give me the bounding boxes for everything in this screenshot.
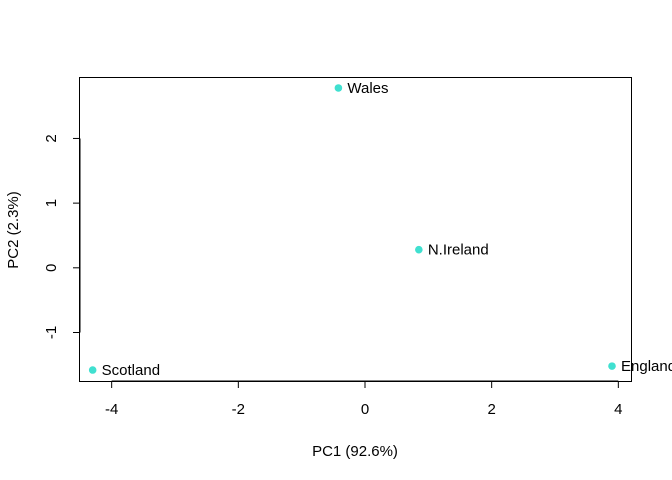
data-point xyxy=(334,84,343,92)
point-label: N.Ireland xyxy=(428,242,489,259)
x-axis: -4 -2 0 2 4 xyxy=(105,380,623,418)
point-labels: Wales N.Ireland Scotland England xyxy=(102,80,672,379)
y-axis-label: PC2 (2.3%) xyxy=(5,191,22,269)
data-point xyxy=(415,245,423,254)
x-tick-label: 0 xyxy=(361,401,369,418)
y-tick-label: 0 xyxy=(43,264,60,272)
x-tick-label: -2 xyxy=(232,401,245,418)
point-label: Scotland xyxy=(102,362,160,379)
y-axis: -1 0 1 2 xyxy=(43,134,81,339)
x-tick-label: 4 xyxy=(614,401,622,418)
data-points xyxy=(88,84,616,374)
y-tick-label: -1 xyxy=(43,326,60,339)
data-point xyxy=(88,366,97,374)
point-label: Wales xyxy=(347,80,388,97)
plot-frame xyxy=(79,77,632,382)
y-tick-label: 2 xyxy=(43,134,60,142)
data-point xyxy=(608,362,616,370)
x-tick-label: -4 xyxy=(105,401,118,418)
y-tick-label: 1 xyxy=(43,199,60,207)
x-tick-label: 2 xyxy=(487,401,495,418)
point-label: England xyxy=(621,358,672,375)
x-axis-label: PC1 (92.6%) xyxy=(312,443,398,460)
